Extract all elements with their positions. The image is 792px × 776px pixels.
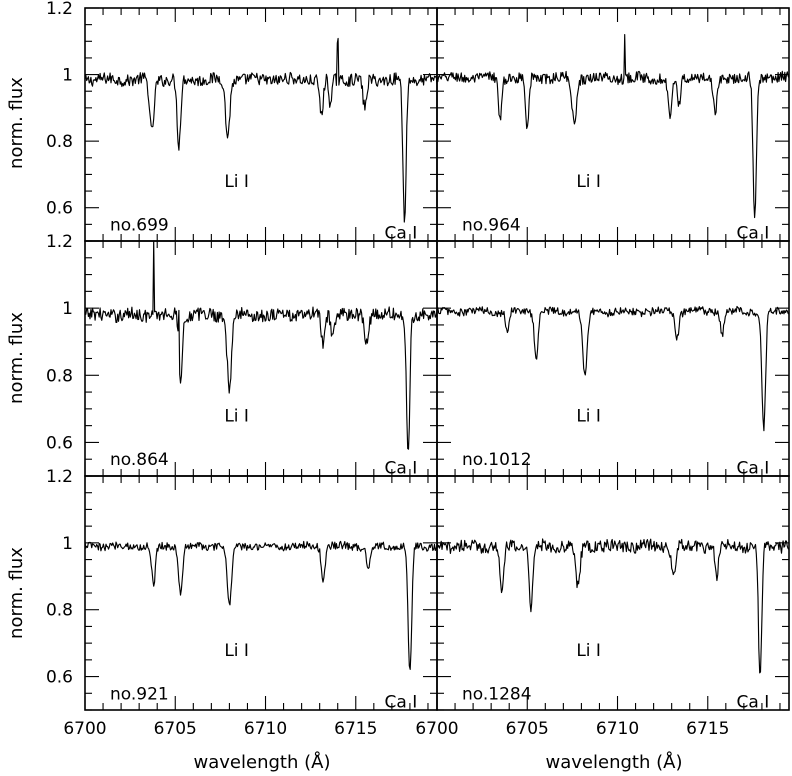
- ca-line-label: Ca I: [385, 224, 418, 244]
- li-line-label: Li I: [224, 407, 249, 427]
- y-tick-label: 0.8: [46, 132, 73, 152]
- spectrum-line-no.921: [84, 540, 438, 670]
- panel-frame: [436, 475, 790, 711]
- panel-4: no.1012 Li I Ca I: [436, 240, 790, 479]
- y-tick-label: 1.2: [46, 467, 73, 487]
- panel-frame: [84, 7, 438, 242]
- panel-frame: [84, 475, 438, 711]
- ca-line-label: Ca I: [385, 693, 418, 713]
- panel-6: 6700 6705 6710 6715 no.1284 Li I Ca I: [415, 475, 790, 739]
- x-tick-label: 6715: [334, 719, 377, 739]
- panel-1: 1.2 1 0.8 0.6 no.699 Li I Ca I: [46, 0, 438, 244]
- x-tick-label: 6700: [415, 719, 458, 739]
- spectrum-line-no.1012: [436, 305, 790, 432]
- panel-2: no.964 Li I Ca I: [436, 7, 790, 244]
- li-line-label: Li I: [224, 172, 249, 192]
- y-tick-label: 0.8: [46, 366, 73, 386]
- y-tick-label: 1: [62, 66, 73, 86]
- y-tick-label: 0.6: [46, 433, 73, 453]
- star-label: no.1284: [462, 684, 532, 704]
- panel-3: 1.2 1 0.8 0.6 no.864 Li I Ca I: [46, 232, 438, 479]
- y-tick-label: 1: [62, 534, 73, 554]
- y-tick-label: 1.2: [46, 0, 73, 19]
- panel-frame: [84, 240, 438, 477]
- y-axis-title-row-1: norm. flux: [6, 77, 27, 169]
- star-label: no.921: [110, 684, 169, 704]
- star-label: no.699: [110, 215, 169, 235]
- star-label: no.1012: [462, 450, 532, 470]
- panel-frame: [436, 7, 790, 242]
- panel-frame: [436, 240, 790, 477]
- ca-line-label: Ca I: [385, 459, 418, 479]
- star-label: no.864: [110, 450, 169, 470]
- ca-line-label: Ca I: [737, 693, 770, 713]
- x-tick-label: 6705: [506, 719, 549, 739]
- ca-line-label: Ca I: [737, 459, 770, 479]
- y-tick-label: 0.6: [46, 668, 73, 688]
- x-axis-title-col-2: wavelength (Å): [546, 751, 683, 773]
- x-axis-title-col-1: wavelength (Å): [194, 751, 331, 773]
- x-tick-label: 6705: [154, 719, 197, 739]
- x-tick-label: 6700: [63, 719, 106, 739]
- panel-5: 1.2 1 0.8 0.6 6700 6705 6710 6715 no.921 Li I Ca I: [46, 467, 438, 739]
- y-tick-label: 0.8: [46, 601, 73, 621]
- y-tick-label: 0.6: [46, 199, 73, 219]
- x-tick-label: 6710: [244, 719, 287, 739]
- li-line-label: Li I: [576, 641, 601, 661]
- spectrum-line-no.964: [436, 34, 790, 219]
- x-tick-label: 6710: [596, 719, 639, 739]
- star-label: no.964: [462, 215, 521, 235]
- y-tick-label: 1: [62, 299, 73, 319]
- spectrum-line-no.864: [84, 240, 438, 450]
- y-axis-title-row-2: norm. flux: [6, 312, 27, 404]
- y-axis-title-row-3: norm. flux: [6, 547, 27, 639]
- ca-line-label: Ca I: [737, 224, 770, 244]
- spectrum-line-no.699: [84, 37, 438, 223]
- li-line-label: Li I: [576, 407, 601, 427]
- li-line-label: Li I: [576, 172, 601, 192]
- li-line-label: Li I: [224, 641, 249, 661]
- spectrum-line-no.1284: [436, 538, 790, 674]
- x-tick-label: 6715: [686, 719, 729, 739]
- y-tick-label: 1.2: [46, 232, 73, 252]
